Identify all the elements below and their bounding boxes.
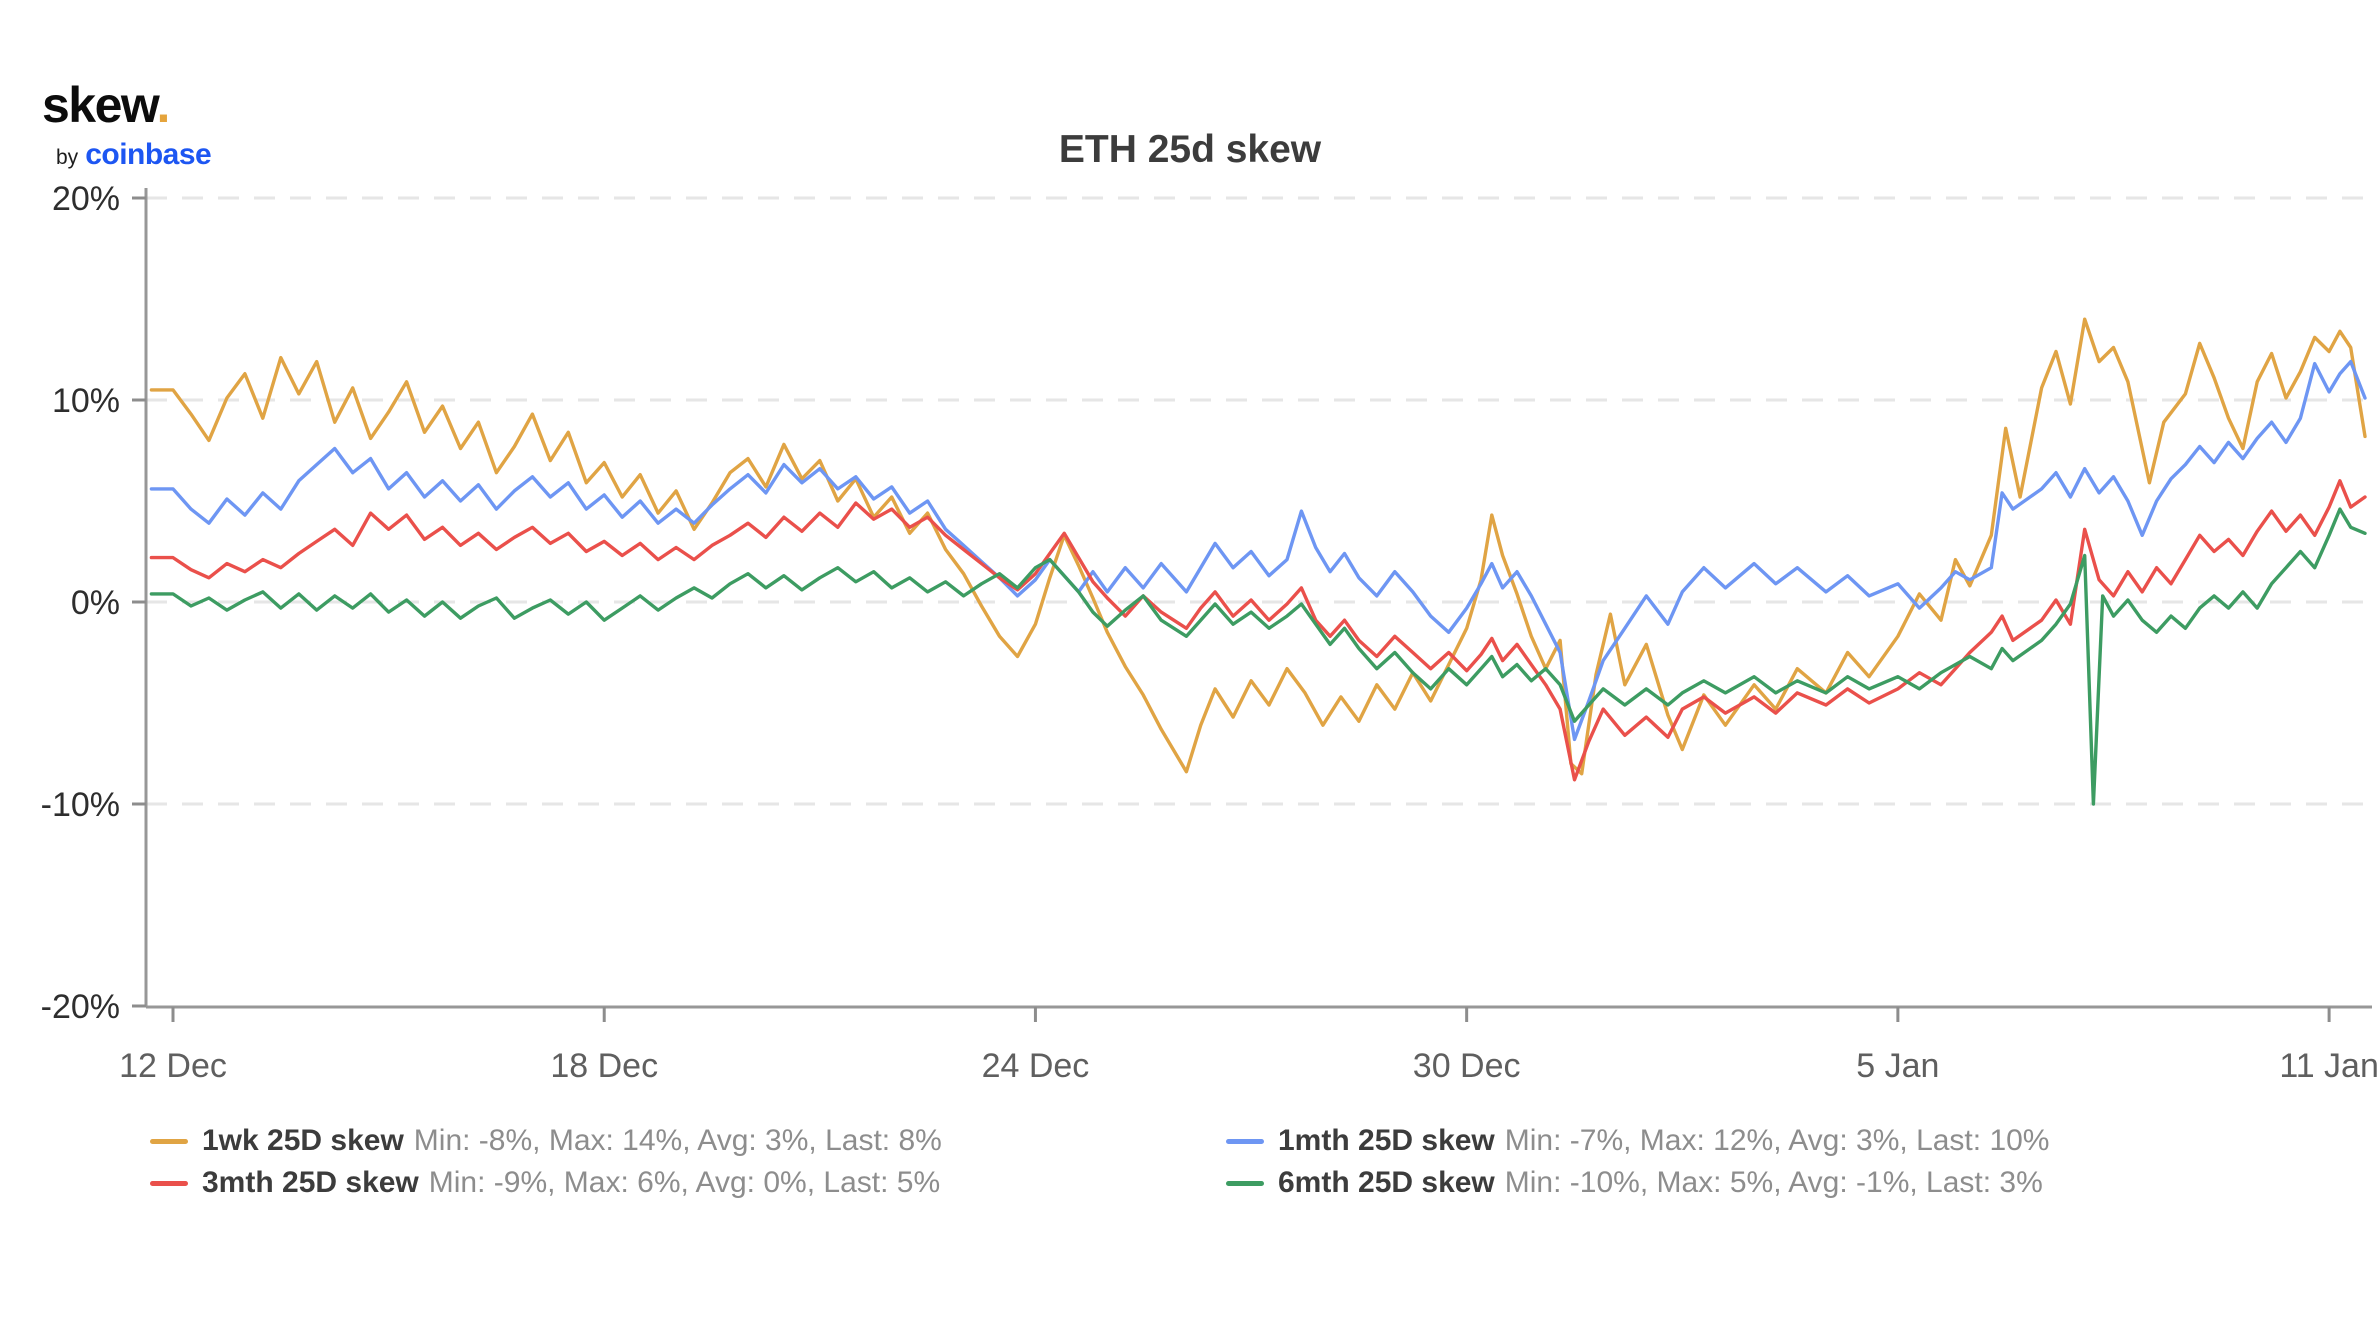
x-tick-label: 12 Dec (119, 1047, 227, 1085)
x-tick-label: 5 Jan (1856, 1047, 1939, 1085)
byline-by-text: by (56, 146, 79, 169)
y-tick-label: 10% (52, 382, 120, 420)
x-tick-label: 11 Jan (2279, 1047, 2379, 1085)
legend-dash-6mth-icon (1226, 1180, 1264, 1186)
legend-item-6mth-25d-skew[interactable]: 6mth 25D skew Min: -10%, Max: 5%, Avg: -… (1226, 1166, 2330, 1200)
skew-logo-dot: . (156, 77, 170, 133)
chart-title: ETH 25d skew (1058, 128, 1322, 171)
skew-logo: skew. by coinbase (42, 77, 212, 171)
chart-legend: 1wk 25D skew Min: -8%, Max: 14%, Avg: 3%… (150, 1124, 2330, 1200)
y-tick-label: -10% (41, 786, 120, 824)
legend-series-name: 6mth 25D skew (1278, 1166, 1495, 1199)
legend-item-1wk-25d-skew[interactable]: 1wk 25D skew Min: -8%, Max: 14%, Avg: 3%… (150, 1124, 1226, 1158)
legend-series-name: 1wk 25D skew (202, 1124, 404, 1157)
y-tick-label: -20% (41, 988, 120, 1026)
x-tick-label: 30 Dec (1413, 1047, 1521, 1085)
legend-dash-1mth-icon (1226, 1138, 1264, 1144)
legend-series-stats: Min: -9%, Max: 6%, Avg: 0%, Last: 5% (428, 1166, 941, 1199)
series-line-1wk[interactable] (149, 317, 2367, 776)
x-tick-label: 18 Dec (550, 1047, 658, 1085)
legend-series-name: 3mth 25D skew (202, 1166, 419, 1199)
y-tick-label: 0% (71, 584, 120, 622)
coinbase-logo-text: coinbase (85, 138, 212, 171)
legend-series-stats: Min: -8%, Max: 14%, Avg: 3%, Last: 8% (413, 1124, 942, 1157)
legend-series-name: 1mth 25D skew (1278, 1124, 1495, 1157)
legend-dash-1wk-icon (150, 1138, 188, 1144)
x-tick-label: 24 Dec (982, 1047, 1090, 1085)
skew-logo-text: skew (42, 77, 158, 133)
legend-dash-3mth-icon (150, 1180, 188, 1186)
legend-series-stats: Min: -10%, Max: 5%, Avg: -1%, Last: 3% (1504, 1166, 2043, 1199)
series-line-3mth[interactable] (149, 479, 2367, 782)
series-line-6mth[interactable] (149, 507, 2367, 806)
legend-series-stats: Min: -7%, Max: 12%, Avg: 3%, Last: 10% (1504, 1124, 2050, 1157)
legend-item-1mth-25d-skew[interactable]: 1mth 25D skew Min: -7%, Max: 12%, Avg: 3… (1226, 1124, 2330, 1158)
legend-item-3mth-25d-skew[interactable]: 3mth 25D skew Min: -9%, Max: 6%, Avg: 0%… (150, 1166, 1226, 1200)
y-tick-label: 20% (52, 180, 120, 218)
series-line-1mth[interactable] (149, 359, 2367, 742)
